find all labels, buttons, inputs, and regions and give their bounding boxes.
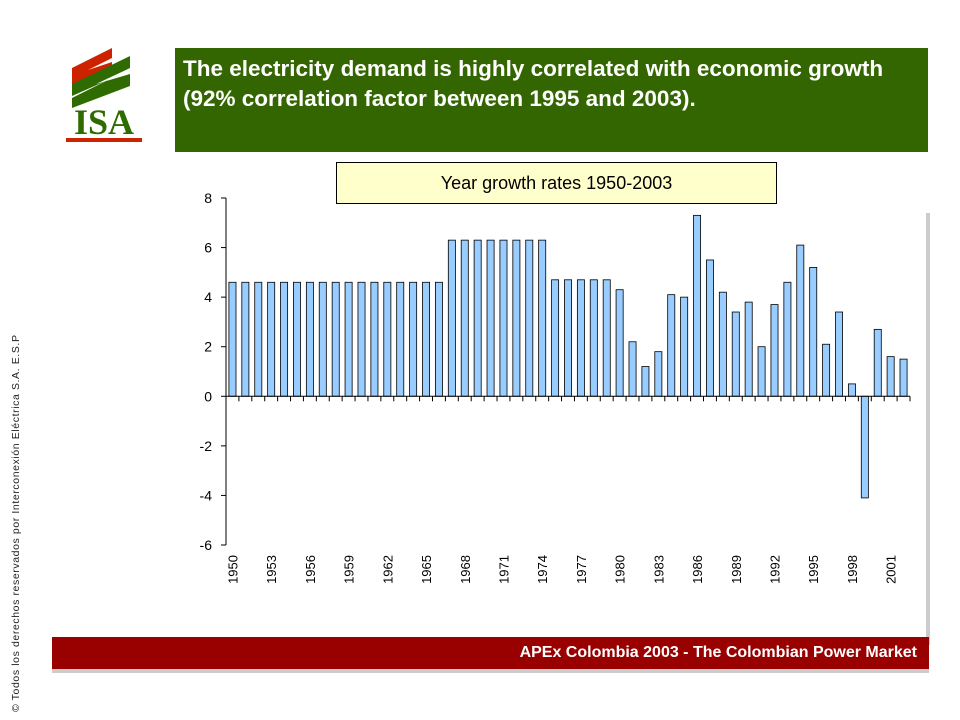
- bar-1962: [383, 281, 392, 397]
- bar-1964: [409, 281, 418, 397]
- bar-1995: [809, 266, 818, 397]
- bar-1981: [628, 341, 637, 397]
- bar-1967: [447, 239, 456, 397]
- x-tick-label: 1989: [729, 555, 744, 584]
- bar-1953: [267, 281, 276, 397]
- x-tick-label: 1977: [574, 555, 589, 584]
- bar-1999: [860, 395, 869, 499]
- bar-1954: [280, 281, 289, 397]
- x-tick-label: 1980: [613, 555, 628, 584]
- bar-1956: [305, 281, 314, 397]
- bar-1965: [422, 281, 430, 397]
- x-tick-label: 1971: [496, 555, 511, 584]
- isa-logo: ISA: [52, 48, 152, 148]
- bar-1994: [796, 244, 805, 397]
- bar-1959: [344, 281, 353, 397]
- bar-2002: [899, 358, 908, 397]
- x-tick-label: 1953: [264, 555, 279, 584]
- bar-1990: [744, 301, 753, 397]
- bar-1975: [551, 279, 560, 397]
- x-tick-label: 1983: [651, 555, 666, 584]
- bar-1960: [357, 281, 366, 397]
- bar-1987: [706, 259, 714, 397]
- bar-1976: [564, 279, 572, 397]
- x-tick-label: 1959: [342, 555, 357, 584]
- y-tick-label: 2: [204, 339, 212, 355]
- bar-1972: [512, 239, 521, 397]
- x-tick-label: 1992: [767, 555, 782, 584]
- bar-1982: [641, 366, 650, 397]
- x-tick-label: 2001: [884, 555, 899, 584]
- x-tick-label: 1986: [690, 555, 705, 584]
- bar-1973: [525, 239, 534, 397]
- y-tick-label: 0: [204, 388, 212, 404]
- bar-1970: [486, 239, 495, 397]
- bar-1961: [370, 281, 379, 397]
- bar-1977: [576, 279, 585, 397]
- footer-banner: APEx Colombia 2003 - The Colombian Power…: [52, 637, 929, 673]
- bar-1969: [473, 239, 482, 397]
- bar-1978: [589, 279, 598, 397]
- bar-1968: [460, 239, 469, 397]
- bar-1989: [731, 311, 740, 397]
- bar-1996: [822, 343, 831, 397]
- bar-1988: [718, 291, 727, 397]
- y-tick-label: 8: [204, 190, 212, 206]
- bar-1971: [499, 239, 508, 397]
- y-tick-label: 4: [204, 289, 212, 305]
- bar-1979: [602, 279, 611, 397]
- x-tick-label: 1962: [380, 555, 395, 584]
- x-tick-label: 1956: [303, 555, 318, 584]
- bar-1998: [847, 383, 856, 397]
- x-tick-label: 1968: [458, 555, 473, 584]
- x-tick-label: 1974: [535, 555, 550, 584]
- x-tick-label: 1995: [806, 555, 821, 584]
- y-tick-label: -2: [200, 438, 213, 454]
- bar-1955: [293, 281, 301, 397]
- bar-2000: [873, 328, 882, 397]
- chart-title: Year growth rates 1950-2003: [336, 162, 777, 204]
- bar-1963: [396, 281, 405, 397]
- logo-text: ISA: [74, 102, 134, 142]
- bar-1957: [318, 281, 327, 397]
- bar-1980: [615, 289, 624, 397]
- bar-1986: [693, 214, 702, 397]
- x-tick-label: 1965: [419, 555, 434, 584]
- bar-1951: [241, 281, 250, 397]
- y-tick-label: -4: [200, 487, 213, 503]
- bar-1966: [434, 281, 443, 397]
- bar-1985: [680, 296, 689, 397]
- bar-1958: [331, 281, 340, 397]
- x-tick-label: 1950: [225, 555, 240, 584]
- bar-1983: [654, 351, 663, 397]
- bar-1991: [757, 346, 766, 397]
- bar-1993: [783, 281, 792, 397]
- bar-1984: [667, 294, 676, 397]
- bar-1952: [254, 281, 263, 397]
- bar-2001: [886, 356, 895, 397]
- bar-1950: [228, 281, 237, 397]
- y-tick-label: -6: [200, 537, 213, 553]
- bar-1992: [770, 304, 779, 397]
- bar-1997: [835, 311, 843, 397]
- x-tick-label: 1998: [845, 555, 860, 584]
- y-tick-label: 6: [204, 240, 212, 256]
- slide-title: The electricity demand is highly correla…: [175, 48, 928, 152]
- bar-1974: [538, 239, 547, 397]
- footer-text: APEx Colombia 2003 - The Colombian Power…: [519, 644, 917, 661]
